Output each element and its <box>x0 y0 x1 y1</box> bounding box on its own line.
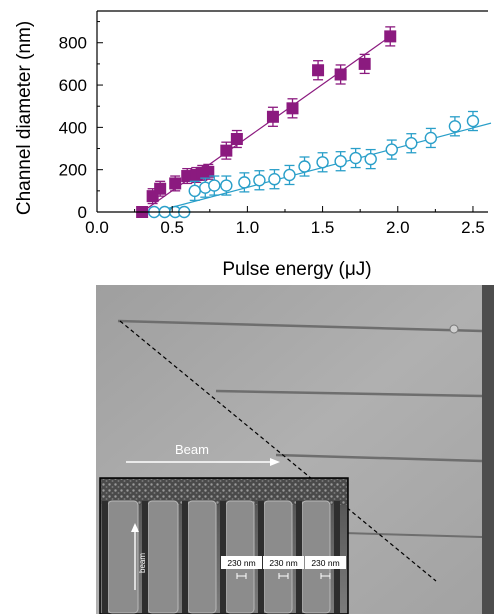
inset-micrograph: beam 230 nm 230 nm 230 nm <box>99 477 349 614</box>
scale-label-3: 230 nm <box>311 558 339 568</box>
data-point <box>364 152 377 166</box>
data-point <box>202 165 215 178</box>
x-tick-label: 2.0 <box>386 218 410 237</box>
series-2 <box>147 110 492 219</box>
axes: 0.0 0.5 1.0 1.5 2.0 2.5 0 200 400 600 800 <box>59 10 488 237</box>
sem-channel <box>275 453 483 463</box>
y-tick-label: 0 <box>78 203 87 222</box>
inset-pillar <box>147 500 179 614</box>
series-1 <box>136 26 397 218</box>
data-point <box>266 110 279 123</box>
scale-bars <box>236 573 331 579</box>
inset-pillar <box>187 500 217 614</box>
data-point <box>169 177 182 190</box>
data-point <box>424 131 438 145</box>
data-point <box>220 144 233 157</box>
x-axis-title: Pulse energy (μJ) <box>222 259 371 280</box>
sem-micrograph: Beam beam 230 nm 230 nm 230 nm <box>96 285 494 614</box>
fit-line <box>141 33 394 213</box>
sem-channel <box>215 389 483 398</box>
data-point <box>385 143 398 156</box>
inset-channel <box>182 501 188 613</box>
x-tick-label: 1.5 <box>311 218 335 237</box>
sem-edge <box>482 285 494 614</box>
beam-label: Beam <box>175 442 209 457</box>
data-point <box>448 120 462 133</box>
inset-channel <box>102 501 108 613</box>
data-point <box>405 137 418 150</box>
inset-channel <box>142 501 148 613</box>
x-tick-label: 1.0 <box>236 218 260 237</box>
data-point <box>154 182 167 195</box>
data-point <box>349 151 362 165</box>
data-point <box>466 114 480 128</box>
scale-label-box <box>305 556 346 569</box>
data-point <box>334 155 347 168</box>
data-point <box>220 179 233 192</box>
beam-arrowhead <box>270 458 280 466</box>
scale-label-box <box>263 556 304 569</box>
scale-label-box <box>221 556 262 569</box>
inset-beam-label: beam <box>138 553 147 573</box>
scale-label-1: 230 nm <box>227 558 255 568</box>
data-point <box>358 57 371 70</box>
y-tick-label: 600 <box>59 76 87 95</box>
data-point <box>384 30 397 43</box>
data-point <box>298 160 311 173</box>
data-point <box>238 176 251 189</box>
inset-pillar <box>107 500 139 614</box>
channel-diameter-chart: 0.0 0.5 1.0 1.5 2.0 2.5 0 200 400 600 800 Pulse en… <box>14 10 492 280</box>
data-point <box>283 168 296 182</box>
data-point <box>316 156 329 169</box>
data-point <box>312 64 325 77</box>
sem-channel <box>117 319 483 333</box>
y-axis-title: Channel diameter (nm) <box>14 21 35 215</box>
data-point <box>268 173 281 186</box>
x-tick-label: 0.0 <box>85 218 109 237</box>
x-tick-label: 0.5 <box>160 218 184 237</box>
data-point <box>286 102 299 115</box>
y-tick-label: 400 <box>59 118 87 137</box>
data-point <box>230 133 243 146</box>
data-point <box>181 170 194 183</box>
data-point <box>208 179 221 192</box>
y-tick-label: 200 <box>59 161 87 180</box>
scale-label-2: 230 nm <box>269 558 297 568</box>
dashed-diagonal <box>119 320 437 582</box>
data-point <box>334 68 347 81</box>
inset-beam-arrowhead <box>131 523 139 532</box>
data-point <box>253 174 266 187</box>
sem-channel <box>343 532 483 538</box>
x-tick-label: 2.5 <box>461 218 485 237</box>
data-point <box>188 184 201 198</box>
sem-channel-defect <box>449 324 459 334</box>
plot-area <box>136 26 492 219</box>
y-tick-label: 800 <box>59 34 87 53</box>
